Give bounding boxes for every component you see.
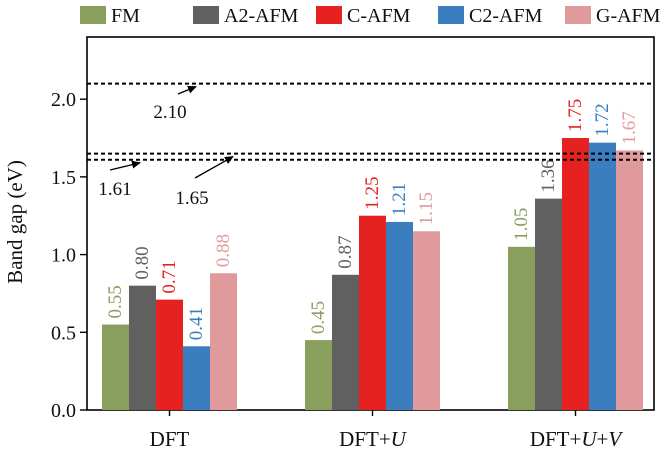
bar-value-label: 1.75 — [565, 99, 586, 132]
bar-c-afm-3 — [562, 138, 589, 411]
y-axis-label: Band gap (eV) — [3, 160, 27, 284]
bar-value-label: 0.88 — [213, 234, 234, 267]
bar-c2-afm-3 — [589, 142, 616, 410]
bar-value-label: 0.80 — [132, 246, 153, 279]
legend-label-fm: FM — [111, 5, 140, 27]
annotation-arrow-1.65 — [194, 155, 234, 179]
bar-value-label: 0.41 — [186, 307, 207, 340]
legend-swatch-fm — [80, 6, 106, 24]
plot-area: 0.0 0.5 1.0 1.5 2.0 0.55 0.45 1.05 0.80 0.87 1.36 0… — [51, 36, 655, 451]
y-tick-label: 2.0 — [51, 89, 76, 111]
x-category-label: DFT+U — [339, 427, 408, 451]
y-tick-label: 1.5 — [51, 167, 76, 189]
bar-g-afm-1 — [210, 273, 237, 410]
legend-label-a2-afm: A2-AFM — [224, 5, 299, 27]
bar-a2-afm-2 — [332, 274, 359, 410]
bar-fm-1 — [102, 324, 129, 410]
bar-a2-afm-3 — [535, 198, 562, 410]
bar-value-label: 1.67 — [619, 111, 640, 144]
x-category-label: DFT+U+V — [530, 427, 624, 451]
legend: FM A2-AFM C-AFM C2-AFM G-AFM — [80, 5, 661, 27]
bar-g-afm-3 — [616, 150, 643, 410]
y-tick-label: 1.0 — [51, 245, 76, 267]
bar-c-afm-2 — [359, 215, 386, 410]
y-tick-label: 0.5 — [51, 322, 76, 344]
legend-label-g-afm: G-AFM — [596, 5, 661, 27]
annotation-arrow-2.10 — [177, 85, 197, 95]
bar-value-label: 1.72 — [592, 103, 613, 136]
bar-value-label: 1.15 — [416, 192, 437, 225]
legend-swatch-c-afm — [316, 6, 342, 24]
annotation-arrow-1.61 — [109, 160, 141, 171]
annotation-label-1.61: 1.61 — [98, 179, 131, 200]
bar-value-label: 0.45 — [308, 301, 329, 334]
bar-value-label: 1.36 — [538, 159, 559, 192]
bar-value-label: 1.05 — [511, 208, 532, 241]
bar-fm-3 — [508, 246, 535, 410]
bar-a2-afm-1 — [129, 285, 156, 410]
legend-label-c-afm: C-AFM — [347, 5, 411, 27]
annotation-label-2.10: 2.10 — [153, 102, 186, 123]
legend-swatch-g-afm — [565, 6, 591, 24]
bar-c2-afm-1 — [183, 346, 210, 410]
y-tick-label: 0.0 — [51, 400, 76, 422]
bar-fm-2 — [305, 340, 332, 410]
bar-value-label: 0.87 — [335, 236, 356, 269]
bar-c2-afm-2 — [386, 221, 413, 410]
bar-value-label: 0.71 — [159, 260, 180, 293]
legend-swatch-c2-afm — [438, 6, 464, 24]
bar-value-label: 1.21 — [389, 183, 410, 216]
x-category-label: DFT — [150, 427, 190, 451]
bar-c-afm-1 — [156, 299, 183, 410]
annotation-label-1.65: 1.65 — [175, 188, 208, 209]
bar-value-label: 0.55 — [105, 285, 126, 318]
bar-g-afm-2 — [413, 231, 440, 410]
legend-label-c2-afm: C2-AFM — [469, 5, 543, 27]
legend-swatch-a2-afm — [193, 6, 219, 24]
bar-value-label: 1.25 — [362, 176, 383, 209]
